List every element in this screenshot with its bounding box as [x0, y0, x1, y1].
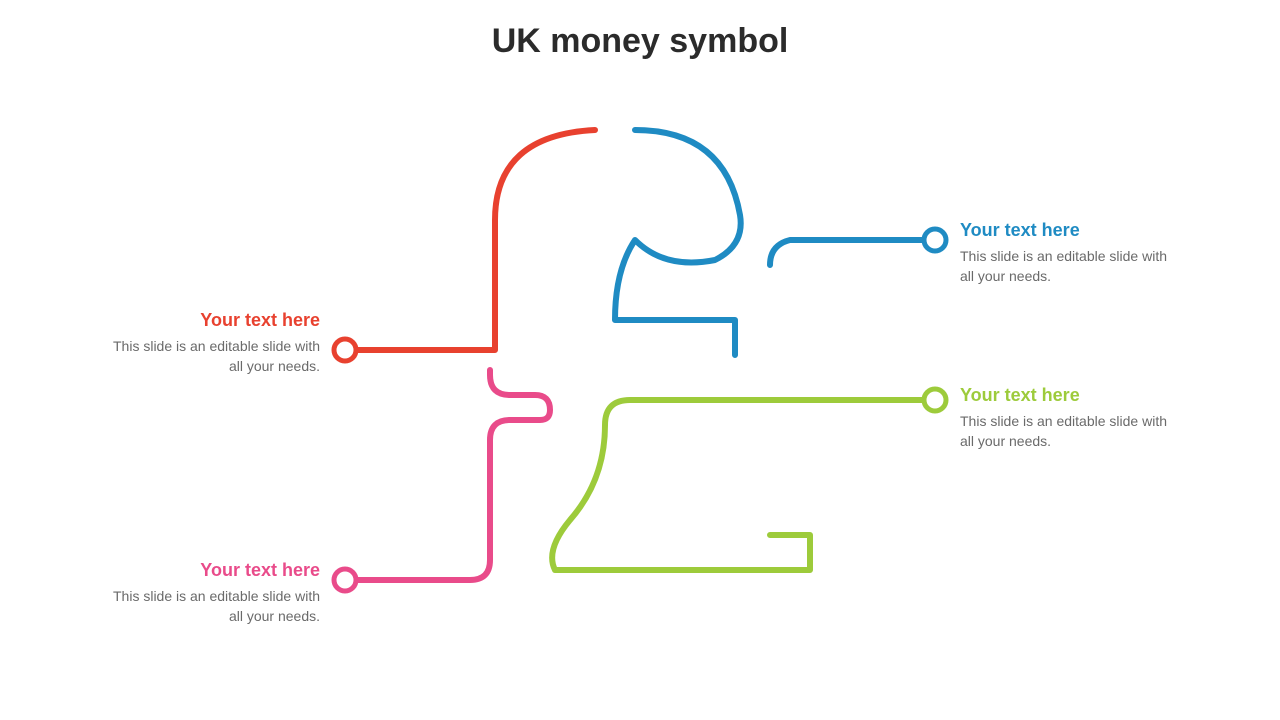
callout-red-title: Your text here: [110, 310, 320, 331]
callout-blue-desc: This slide is an editable slide with all…: [960, 247, 1170, 286]
segment-pink: [334, 370, 550, 591]
callout-green: Your text here This slide is an editable…: [960, 385, 1170, 451]
segment-blue: [615, 130, 946, 355]
callout-green-desc: This slide is an editable slide with all…: [960, 412, 1170, 451]
callout-red-desc: This slide is an editable slide with all…: [110, 337, 320, 376]
segment-green: [552, 389, 946, 570]
callout-pink-desc: This slide is an editable slide with all…: [110, 587, 320, 626]
callout-pink-title: Your text here: [110, 560, 320, 581]
callout-blue: Your text here This slide is an editable…: [960, 220, 1170, 286]
callout-pink: Your text here This slide is an editable…: [110, 560, 320, 626]
segment-red: [334, 130, 595, 361]
page-title: UK money symbol: [0, 22, 1280, 61]
callout-blue-title: Your text here: [960, 220, 1170, 241]
callout-green-title: Your text here: [960, 385, 1170, 406]
callout-red: Your text here This slide is an editable…: [110, 310, 320, 376]
